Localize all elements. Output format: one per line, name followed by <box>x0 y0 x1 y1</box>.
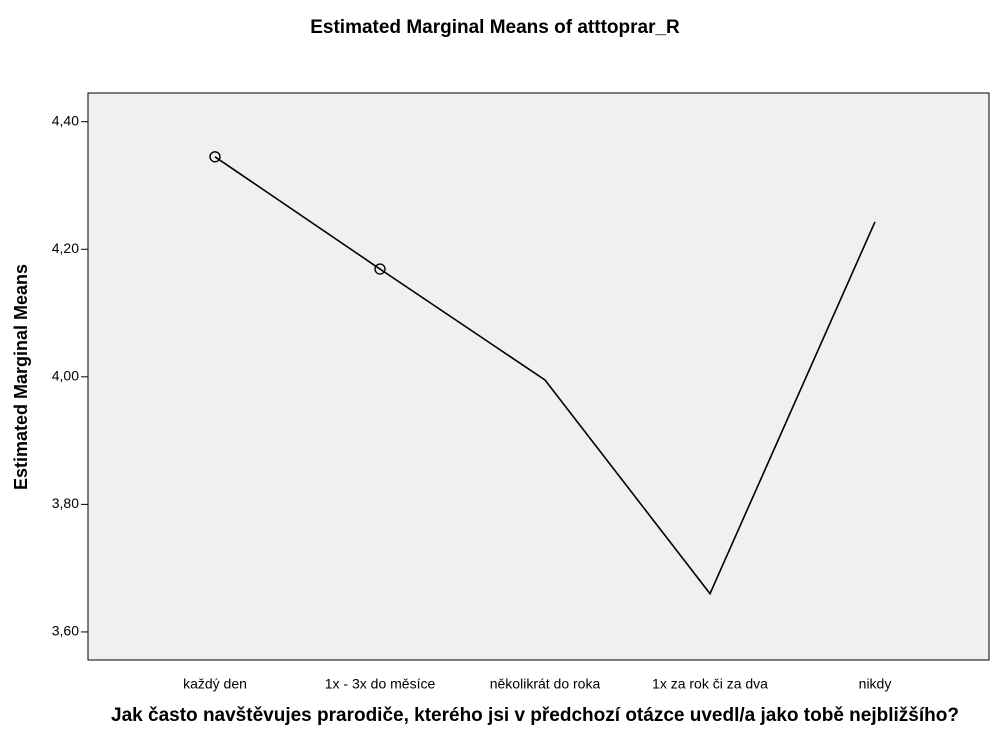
y-tick-label: 3,60 <box>52 623 79 639</box>
y-axis-title: Estimated Marginal Means <box>11 264 31 490</box>
y-tick-label: 4,00 <box>52 368 79 384</box>
x-tick-label: každý den <box>183 676 247 692</box>
y-tick-label: 3,80 <box>52 495 79 511</box>
x-axis-title: Jak často navštěvujes prarodiče, kterého… <box>111 705 959 726</box>
marker <box>209 151 221 163</box>
chart-title: Estimated Marginal Means of atttoprar_R <box>310 17 680 38</box>
y-tick-label: 4,20 <box>52 240 79 256</box>
x-tick-label: 1x - 3x do měsíce <box>325 676 436 692</box>
marker <box>374 263 386 275</box>
line <box>214 156 876 596</box>
x-tick-label: nikdy <box>859 676 892 692</box>
x-tick-label: 1x za rok či za dva <box>652 676 768 692</box>
y-tick-label: 4,40 <box>52 112 79 128</box>
x-tick-label: několikrát do roka <box>490 676 601 692</box>
